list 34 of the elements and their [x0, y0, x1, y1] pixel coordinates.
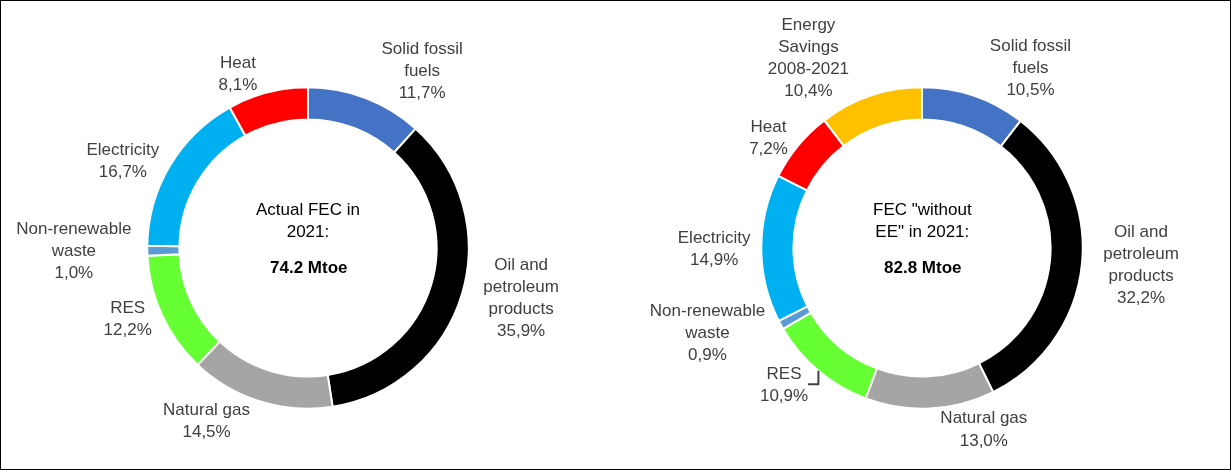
slice-label: Electricity	[86, 139, 160, 159]
slice-label: Electricity	[677, 227, 752, 247]
data-label: 1,0%	[54, 263, 94, 283]
slice-label: RES	[766, 363, 802, 383]
data-label: 32,2%	[1116, 288, 1166, 308]
data-label: 10,5%	[1006, 80, 1055, 100]
text: 82.8 Mtoe	[884, 258, 962, 277]
data-label: 16,7%	[98, 161, 147, 181]
data-label: 10,4%	[784, 81, 833, 101]
slice-label: Non-renewable waste	[649, 300, 766, 342]
text: FEC "without EE" in 2021:	[873, 200, 972, 242]
slice-label: Heat	[219, 52, 257, 72]
data-label: 10,9%	[759, 385, 809, 405]
slice-label: Energy Savings 2008-2021	[767, 14, 850, 79]
data-label: 13,0%	[959, 430, 1008, 450]
slice-label: Heat	[750, 116, 787, 136]
data-label: 14,9%	[690, 250, 739, 270]
text: Actual FEC in 2021:	[256, 200, 360, 242]
slice-label: RES	[110, 298, 146, 318]
data-label: 7,2%	[749, 138, 788, 158]
slice-label: Non-renewable waste	[16, 219, 132, 261]
data-label: 14,5%	[182, 421, 231, 441]
data-label: 12,2%	[103, 320, 152, 340]
slice-label: Natural gas	[940, 408, 1028, 428]
slice-label: Oil and petroleum products	[483, 254, 559, 319]
data-label: 0,9%	[688, 344, 727, 364]
text: 74.2 Mtoe	[270, 258, 348, 277]
slice-label: Solid fossil fuels	[989, 36, 1072, 78]
slice-label: Solid fossil fuels	[381, 38, 463, 80]
slice-label: Natural gas	[163, 399, 251, 419]
slice-label: Oil and petroleum products	[1103, 221, 1179, 286]
data-label: 8,1%	[218, 74, 258, 94]
data-label: 11,7%	[398, 83, 446, 103]
data-label: 35,9%	[497, 321, 546, 341]
